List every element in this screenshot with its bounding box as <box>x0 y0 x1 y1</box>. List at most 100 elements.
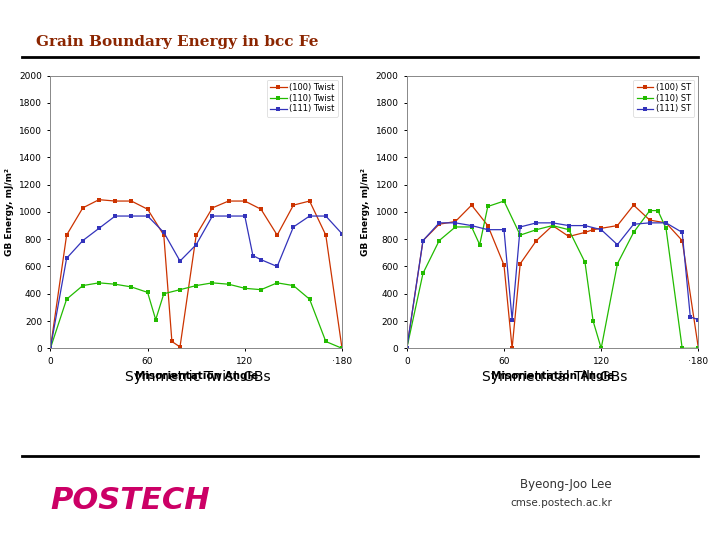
(100) Twist <box>127 198 136 204</box>
Legend: (100) ST, (110) ST, (111) ST: (100) ST, (110) ST, (111) ST <box>634 80 694 117</box>
(110) Twist <box>256 286 265 293</box>
Text: Symmetrical Tilt GBs: Symmetrical Tilt GBs <box>482 370 627 384</box>
(111) ST <box>597 226 606 233</box>
(100) Twist <box>95 197 104 203</box>
(100) Twist <box>111 198 120 204</box>
(100) ST <box>564 233 573 240</box>
(110) Twist <box>273 280 282 286</box>
(111) Twist <box>248 252 257 259</box>
(111) ST <box>686 314 695 320</box>
(100) ST <box>402 345 411 352</box>
(110) Twist <box>95 280 104 286</box>
Line: (111) Twist: (111) Twist <box>48 214 344 350</box>
(100) Twist <box>322 232 330 238</box>
(100) ST <box>418 238 427 244</box>
(110) ST <box>678 345 687 352</box>
(111) ST <box>451 220 459 226</box>
(110) Twist <box>338 345 346 352</box>
(111) ST <box>580 222 589 229</box>
(110) ST <box>451 224 459 230</box>
Text: POSTECH: POSTECH <box>50 486 210 515</box>
(111) Twist <box>63 255 71 261</box>
(110) ST <box>418 270 427 276</box>
(111) ST <box>678 229 687 235</box>
(100) ST <box>629 202 638 208</box>
X-axis label: Misorientation Angle: Misorientation Angle <box>491 371 614 381</box>
(100) ST <box>451 218 459 225</box>
(111) Twist <box>95 225 104 232</box>
(111) ST <box>435 220 444 226</box>
Line: (110) Twist: (110) Twist <box>48 281 344 350</box>
(110) ST <box>597 345 606 352</box>
(100) Twist <box>225 198 233 204</box>
(100) ST <box>580 229 589 235</box>
(111) Twist <box>78 238 87 244</box>
(100) ST <box>662 220 670 226</box>
(111) ST <box>662 220 670 226</box>
(110) Twist <box>46 345 55 352</box>
(100) Twist <box>305 198 314 204</box>
(111) Twist <box>322 213 330 219</box>
(100) ST <box>548 222 557 229</box>
(111) ST <box>645 220 654 226</box>
(110) Twist <box>78 282 87 289</box>
(110) Twist <box>192 282 200 289</box>
(100) ST <box>532 238 541 244</box>
(111) Twist <box>192 241 200 248</box>
(110) ST <box>467 224 476 230</box>
(100) ST <box>613 222 622 229</box>
Text: Byeong-Joo Lee: Byeong-Joo Lee <box>521 478 612 491</box>
(110) Twist <box>143 289 152 295</box>
(110) ST <box>500 198 508 204</box>
(110) ST <box>475 241 484 248</box>
(110) ST <box>532 226 541 233</box>
(100) Twist <box>160 232 168 238</box>
(100) Twist <box>168 338 176 345</box>
(110) ST <box>402 345 411 352</box>
(111) Twist <box>305 213 314 219</box>
(110) ST <box>484 203 492 210</box>
(100) ST <box>694 345 703 352</box>
(111) Twist <box>160 229 168 235</box>
Line: (100) Twist: (100) Twist <box>48 198 344 350</box>
(100) ST <box>597 225 606 232</box>
(110) ST <box>564 226 573 233</box>
(100) Twist <box>208 205 217 211</box>
(111) ST <box>548 220 557 226</box>
(111) ST <box>402 345 411 352</box>
(111) ST <box>418 238 427 244</box>
(110) ST <box>548 222 557 229</box>
(111) ST <box>532 220 541 226</box>
Line: (100) ST: (100) ST <box>405 203 701 350</box>
(110) Twist <box>111 281 120 287</box>
(100) ST <box>645 217 654 224</box>
(110) ST <box>580 259 589 266</box>
(110) Twist <box>240 285 249 292</box>
(100) ST <box>678 238 687 244</box>
(100) Twist <box>46 345 55 352</box>
(111) ST <box>694 316 703 323</box>
Line: (110) ST: (110) ST <box>405 199 701 350</box>
Y-axis label: GB Energy, mJ/m²: GB Energy, mJ/m² <box>4 168 14 256</box>
(100) ST <box>484 222 492 229</box>
Y-axis label: GB Energy, mJ/m²: GB Energy, mJ/m² <box>361 168 370 256</box>
(100) Twist <box>192 232 200 238</box>
(111) Twist <box>46 345 55 352</box>
(111) ST <box>500 226 508 233</box>
(110) Twist <box>176 286 184 293</box>
(111) Twist <box>256 256 265 263</box>
(110) ST <box>654 207 662 214</box>
Line: (111) ST: (111) ST <box>405 221 701 350</box>
(100) Twist <box>273 232 282 238</box>
Text: Grain Boundary Energy in bcc Fe: Grain Boundary Energy in bcc Fe <box>36 35 318 49</box>
(111) Twist <box>127 213 136 219</box>
(100) Twist <box>78 205 87 211</box>
(111) ST <box>467 222 476 229</box>
(110) ST <box>645 207 654 214</box>
(111) ST <box>613 241 622 248</box>
(111) Twist <box>143 213 152 219</box>
(110) Twist <box>305 296 314 302</box>
X-axis label: Misorientation Angle: Misorientation Angle <box>135 371 258 381</box>
(100) ST <box>435 221 444 227</box>
Text: Symmetric Twist GBs: Symmetric Twist GBs <box>125 370 271 384</box>
